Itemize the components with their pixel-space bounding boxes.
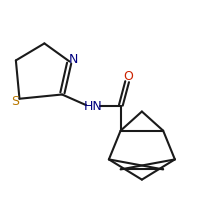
Text: O: O	[123, 70, 133, 83]
Text: S: S	[11, 95, 19, 108]
Text: N: N	[68, 53, 78, 66]
Text: HN: HN	[83, 100, 102, 113]
